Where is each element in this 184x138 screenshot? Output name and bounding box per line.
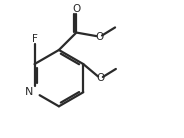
Text: O: O <box>72 4 80 14</box>
Text: O: O <box>96 73 104 83</box>
Text: N: N <box>25 87 33 97</box>
Text: F: F <box>32 34 38 44</box>
Text: O: O <box>95 32 103 42</box>
